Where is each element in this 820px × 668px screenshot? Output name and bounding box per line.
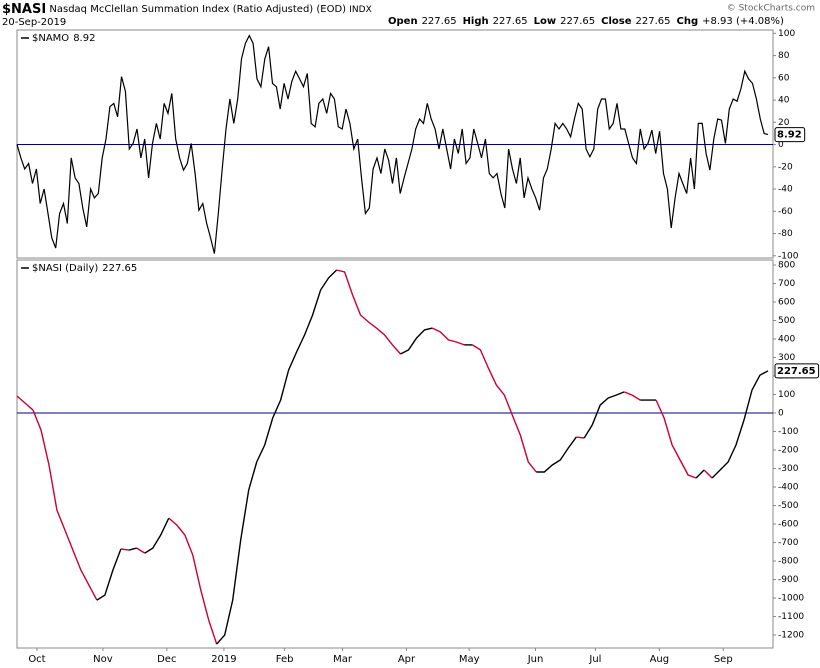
series-line (711, 370, 769, 479)
x-tick-label: May (459, 654, 480, 665)
y-tick-label: 20 (778, 118, 790, 128)
x-tick-label: Jul (588, 654, 601, 665)
header-title: $NASI Nasdaq McClellan Summation Index (… (2, 2, 372, 17)
series-line (144, 517, 170, 554)
quote-label: High (463, 16, 489, 27)
series-line (16, 395, 98, 601)
legend-value: 227.65 (102, 263, 137, 274)
y-tick-label: 100 (778, 390, 795, 400)
date: 20-Sep-2019 (2, 17, 66, 28)
y-tick-label: 700 (778, 279, 795, 289)
series-line (432, 327, 465, 346)
y-tick-label: 60 (778, 73, 790, 83)
x-tick-label: Apr (398, 654, 416, 665)
legend-entry: $NAMO 8.92 (32, 33, 95, 44)
quote-value: 227.65 (493, 16, 528, 27)
y-tick-label: 0 (778, 140, 784, 150)
quote-value: 227.65 (636, 16, 671, 27)
legend-entry: $NASI (Daily) 227.65 (32, 263, 137, 274)
last-value-label: 8.92 (777, 130, 802, 141)
series-line (583, 391, 625, 439)
symbol: $NASI (2, 2, 46, 17)
y-tick-label: -600 (778, 520, 799, 530)
x-tick-label: Feb (276, 654, 294, 665)
series-line (120, 548, 129, 551)
y-tick-label: 600 (778, 298, 795, 308)
y-tick-label: 800 (778, 260, 795, 270)
series-line (703, 469, 713, 479)
y-tick-label: -1200 (778, 631, 804, 641)
legend-name: $NAMO (32, 33, 69, 44)
series-line (128, 547, 137, 551)
series-line (136, 547, 146, 554)
quote-label: Close (601, 16, 632, 27)
y-tick-label: -700 (778, 538, 799, 548)
quote-value: 227.65 (560, 16, 595, 27)
quote-label: Open (388, 16, 418, 27)
y-tick-label: -80 (778, 229, 793, 239)
y-tick-label: 100 (778, 29, 795, 39)
legend-name: $NASI (Daily) (32, 263, 98, 274)
series-line (576, 436, 585, 439)
x-tick-label: Oct (28, 654, 45, 665)
series-line (336, 269, 402, 355)
series-line (400, 327, 433, 355)
y-tick-label: -400 (778, 483, 799, 493)
quote-label: Chg (677, 16, 699, 27)
y-tick-label: 0 (778, 409, 784, 419)
y-tick-label: -900 (778, 575, 799, 585)
quote: Open 227.65 High 227.65 Low 227.65 Close 227.65… (388, 16, 784, 27)
y-tick-label: -1100 (778, 612, 804, 622)
series-line (655, 399, 697, 479)
y-tick-label: -500 (778, 501, 799, 511)
x-tick-label: 2019 (211, 654, 236, 665)
x-tick-label: Mar (333, 654, 353, 665)
series-line (623, 391, 641, 401)
y-tick-label: 300 (778, 353, 795, 363)
y-tick-label: -200 (778, 446, 799, 456)
exchange: INDX (349, 5, 371, 15)
x-tick-label: Nov (93, 654, 113, 665)
series-line (96, 548, 122, 601)
last-value-box (774, 127, 806, 143)
quote-label: Low (534, 16, 556, 27)
series-line (216, 269, 338, 645)
series-line (16, 34, 769, 254)
panel-frame (16, 29, 774, 259)
series-line (168, 517, 218, 645)
y-tick-label: 400 (778, 335, 795, 345)
y-tick-label: 500 (778, 316, 795, 326)
x-tick-label: Aug (650, 654, 670, 665)
panel-frame (16, 259, 774, 649)
y-tick-label: -60 (778, 207, 793, 217)
x-tick-label: Jun (527, 654, 544, 665)
last-value-label: 227.65 (777, 366, 816, 377)
y-tick-label: -100 (778, 251, 799, 261)
series-line (695, 469, 705, 479)
quote-value: +8.93 (+4.08%) (702, 16, 784, 27)
y-tick-label: -1000 (778, 594, 804, 604)
y-tick-label: 40 (778, 96, 790, 106)
x-tick-label: Dec (157, 654, 176, 665)
watermark: © StockCharts.com (727, 4, 815, 14)
y-tick-label: -100 (778, 427, 799, 437)
x-tick-label: Sep (714, 654, 733, 665)
series-line (472, 344, 537, 473)
last-value-box (774, 363, 820, 379)
y-tick-label: -800 (778, 557, 799, 567)
y-tick-label: -40 (778, 185, 793, 195)
y-tick-label: -20 (778, 162, 793, 172)
y-tick-label: -300 (778, 464, 799, 474)
legend-value: 8.92 (73, 33, 95, 44)
description: Nasdaq McClellan Summation Index (Ratio … (49, 4, 346, 15)
series-line (536, 436, 577, 473)
quote-value: 227.65 (422, 16, 457, 27)
y-tick-label: 80 (778, 51, 790, 61)
